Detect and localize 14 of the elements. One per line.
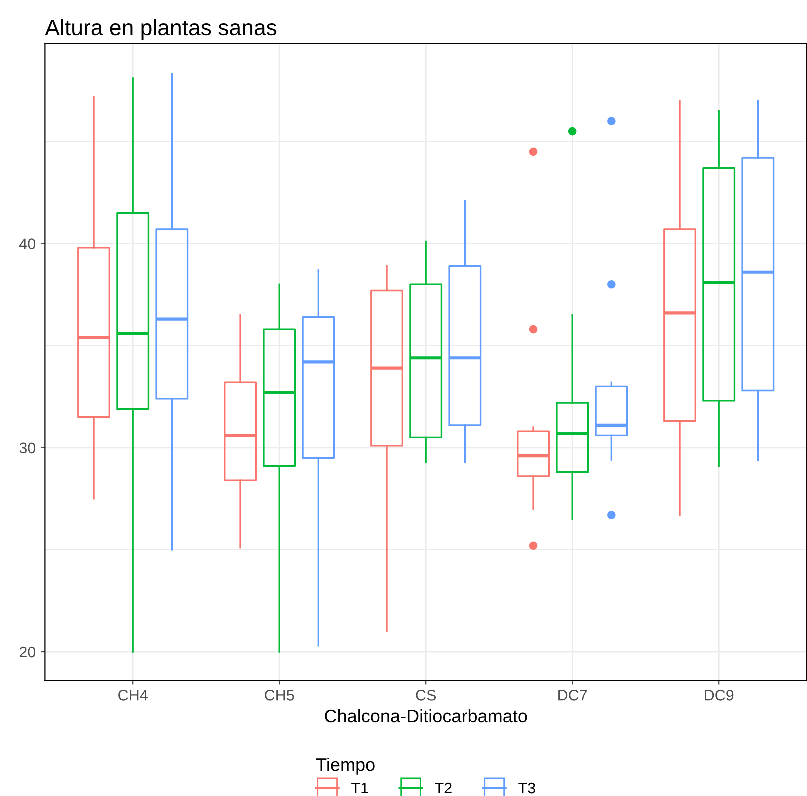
legend-title: Tiempo [316,758,375,775]
x-tick-label: CH5 [265,690,294,701]
x-tick-label: DC9 [705,690,734,701]
x-tick-label: DC7 [558,690,588,701]
x-axis-title: Chalcona-Ditiocarbamato [325,709,528,723]
y-tick-label: 30 [20,442,36,454]
y-tick-label: 20 [20,646,36,658]
legend-label: T3 [518,782,536,794]
chart-title: Altura en plantas sanas [45,19,277,40]
x-tick-label: CH4 [118,690,148,701]
x-tick-label: CS [416,690,436,701]
legend-label: T2 [435,782,452,794]
legend-label: T1 [352,783,368,794]
y-tick-label: 40 [20,238,36,250]
